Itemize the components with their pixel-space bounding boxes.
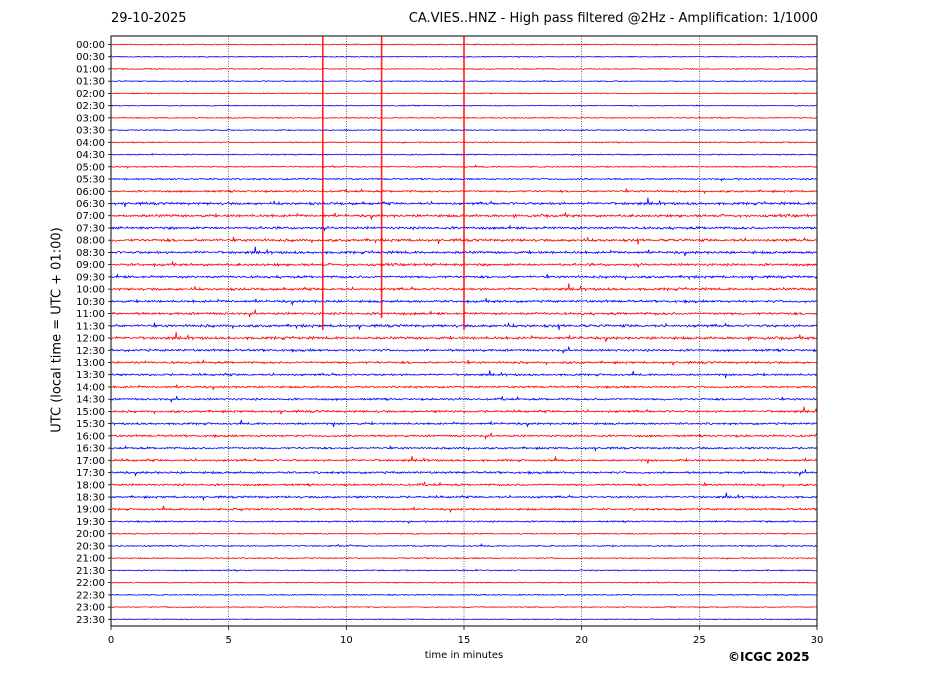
y-tick-label: 10:30 [76,297,105,308]
trace-row [110,606,817,609]
y-tick-label: 12:30 [76,346,105,357]
y-tick-label: 22:00 [76,578,105,589]
y-tick-label: 11:00 [76,309,105,320]
trace-row [110,455,817,464]
trace-row [110,519,817,525]
y-tick-label: 18:00 [76,480,105,491]
trace-row [110,359,817,366]
y-tick-label: 13:00 [76,358,105,369]
y-tick-label: 14:30 [76,395,105,406]
y-tick-label: 07:30 [76,223,105,234]
y-tick-label: 16:00 [76,431,105,442]
y-tick-label: 00:30 [76,52,105,63]
spikes [321,36,465,330]
trace-row [110,383,817,391]
y-tick-label: 01:00 [76,64,105,75]
y-tick-label: 13:30 [76,370,105,381]
y-tick-label: 08:30 [76,248,105,259]
trace-row [110,542,817,548]
trace-row [110,492,817,502]
x-tick-label: 0 [108,635,114,646]
y-tick-label: 02:30 [76,101,105,112]
trace-row [110,370,817,379]
trace-row [110,406,817,415]
y-tick-label: 03:30 [76,126,105,137]
trace-row [110,618,817,621]
y-tick-label: 21:30 [76,566,105,577]
x-tick-label: 15 [458,635,471,646]
trace-row [110,505,817,514]
y-tick-label: 04:00 [76,138,105,149]
trace-row [110,480,817,489]
y-tick-label: 12:00 [76,334,105,345]
y-tick-label: 09:00 [76,260,105,271]
trace-row [110,556,817,560]
x-tick-label: 10 [340,635,353,646]
y-tick-label: 23:00 [76,603,105,614]
y-tick-label: 23:30 [76,615,105,626]
x-axis-label: time in minutes [424,650,504,661]
y-tick-label: 06:00 [76,187,105,198]
x-tick-label: 5 [225,635,231,646]
trace-row [110,346,817,354]
trace-row [110,445,817,453]
y-tick-label: 22:30 [76,590,105,601]
trace-row [110,593,817,597]
y-tick-label: 14:00 [76,382,105,393]
trace-row [110,581,817,585]
x-tick-label: 30 [811,635,824,646]
y-tick-label: 07:00 [76,211,105,222]
y-tick-label: 17:30 [76,468,105,479]
y-tick-label: 19:30 [76,517,105,528]
y-tick-label: 16:30 [76,444,105,455]
y-tick-label: 17:00 [76,456,105,467]
y-tick-label: 05:00 [76,162,105,173]
x-tick-label: 20 [575,635,588,646]
trace-row [110,432,817,440]
y-tick-label: 15:30 [76,419,105,430]
y-tick-label: 09:30 [76,272,105,283]
y-tick-label: 18:30 [76,493,105,504]
y-tick-label: 19:00 [76,505,105,516]
x-ticks: 0 5 10 15 20 25 30 [108,626,824,646]
trace-row [110,532,817,536]
trace-row [110,419,817,428]
trace-row [110,331,817,342]
trace-row [110,469,817,477]
x-tick-label: 25 [693,635,706,646]
y-tick-label: 01:30 [76,77,105,88]
y-tick-label: 21:00 [76,554,105,565]
y-tick-label: 20:00 [76,529,105,540]
copyright-label: ©ICGC 2025 [728,650,810,664]
y-tick-label: 20:30 [76,541,105,552]
y-tick-label: 06:30 [76,199,105,210]
y-tick-label: 11:30 [76,321,105,332]
y-tick-label: 04:30 [76,150,105,161]
y-tick-label: 08:00 [76,236,105,247]
y-tick-label: 03:00 [76,113,105,124]
y-tick-label: 15:00 [76,407,105,418]
y-tick-label: 00:00 [76,40,105,51]
trace-row [110,395,817,404]
y-tick-label: 05:30 [76,175,105,186]
y-tick-label: 10:00 [76,285,105,296]
trace-row [110,568,817,572]
date-label: 29-10-2025 [111,11,187,26]
chart-title: CA.VIES..HNZ - High pass filtered @2Hz -… [408,11,818,26]
y-tick-label: 02:00 [76,89,105,100]
